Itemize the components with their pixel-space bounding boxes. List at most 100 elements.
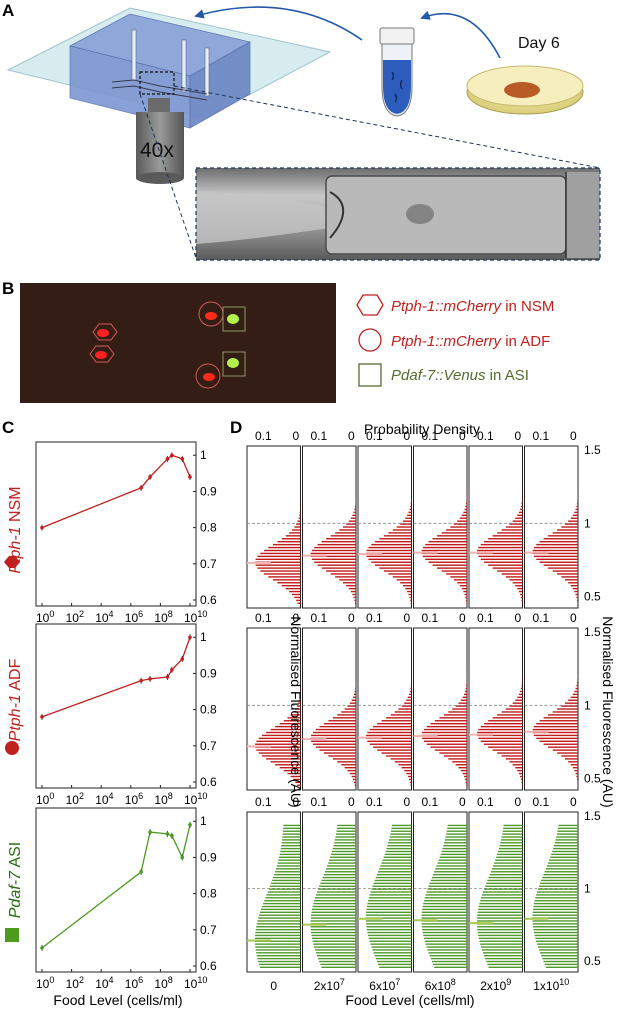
d-top-tick-label: 0 — [515, 795, 522, 809]
hist-bar — [352, 593, 356, 596]
hist-bar — [464, 690, 467, 693]
d-top-tick-label: 0.1 — [477, 429, 494, 443]
hist-bar — [259, 914, 301, 916]
hist-bar — [477, 926, 523, 928]
hist-bar — [317, 891, 356, 893]
hist-bar — [409, 596, 412, 599]
hist-bar — [536, 543, 578, 546]
hist-bar — [381, 862, 412, 864]
hist-bar — [371, 543, 412, 546]
hist-adf-3 — [413, 627, 468, 791]
hist-bar — [551, 853, 578, 856]
hist-asi-4 — [468, 811, 523, 973]
hist-bar — [283, 827, 301, 830]
hist-bar — [423, 937, 467, 940]
hist-bar — [543, 717, 578, 719]
hist-bar — [540, 882, 578, 885]
hist-bar — [354, 508, 356, 511]
hist-bar — [255, 558, 301, 560]
hist-bar — [570, 517, 578, 519]
hist-bar — [533, 928, 578, 931]
hist-bar — [262, 734, 301, 737]
hist-bar — [485, 957, 523, 960]
hist-bar — [433, 873, 467, 876]
hist-bar — [465, 502, 467, 505]
y-tick-label: 0.9 — [200, 666, 217, 680]
hist-bar — [337, 761, 356, 763]
hist-bar — [368, 900, 412, 902]
hist-bar — [445, 836, 467, 838]
hist-bar — [375, 957, 412, 960]
hist-bar — [533, 908, 578, 911]
hist-bar — [380, 865, 412, 867]
hist-bar — [441, 850, 467, 853]
hist-bar — [267, 891, 301, 893]
hist-bar — [461, 514, 467, 516]
hist-bar — [532, 914, 578, 916]
asi-marker — [222, 306, 246, 332]
d-y-tick-label: 1 — [584, 881, 591, 895]
hist-bar — [450, 526, 467, 528]
hist-bar — [430, 957, 467, 960]
hist-bar — [557, 752, 578, 754]
hist-bar — [255, 564, 301, 566]
legend-asi: Pdaf-7::Venus in ASI — [391, 367, 529, 384]
hist-bar — [561, 755, 578, 757]
hist-asi-2 — [357, 811, 412, 973]
hist-bar — [465, 599, 467, 602]
hist-bar — [479, 902, 523, 905]
hist-bar — [574, 590, 578, 593]
hist-bar — [515, 517, 523, 519]
hist-bar — [335, 576, 356, 578]
hist-bar — [373, 952, 412, 954]
hist-bar — [326, 868, 356, 870]
hist-bar — [532, 923, 578, 925]
hist-bar — [441, 532, 467, 534]
hist-bar — [539, 740, 578, 742]
d-y-tick-label: 1 — [584, 698, 591, 712]
hist-bar — [410, 599, 412, 602]
hist-bar — [539, 720, 578, 722]
d-top-tick-label: 0 — [459, 429, 466, 443]
hist-bar — [440, 853, 467, 856]
hist-bar — [260, 570, 301, 572]
hist-bar — [407, 775, 412, 778]
hist-bar — [429, 955, 467, 957]
hist-bar — [478, 905, 523, 908]
data-point — [188, 475, 192, 479]
hist-bar — [521, 684, 523, 687]
hist-bar — [255, 949, 301, 951]
hist-bar — [348, 587, 356, 590]
hist-bar — [410, 499, 412, 502]
hist-nsm-0 — [246, 445, 301, 609]
hist-bar — [421, 917, 467, 919]
hist-bar — [448, 711, 467, 713]
hist-bar — [490, 871, 523, 873]
d-top-tick-label: 0.1 — [533, 611, 550, 625]
hist-bar — [341, 711, 356, 713]
hist-bar — [466, 681, 467, 684]
hist-bar — [492, 567, 523, 569]
d-top-tick-label: 0.1 — [477, 611, 494, 625]
data-point — [180, 855, 185, 860]
d-top-tick-label: 0 — [293, 429, 300, 443]
hist-bar — [423, 740, 467, 742]
hist-bar — [492, 717, 523, 719]
hist-bar — [315, 894, 356, 896]
x-tick-label: 100 — [36, 609, 54, 625]
hist-bar — [564, 523, 578, 525]
hist-bar — [371, 561, 412, 563]
x-tick-label: 102 — [66, 975, 84, 991]
hist-bar — [552, 532, 578, 534]
hist-bar — [480, 900, 523, 902]
petri-dish — [466, 65, 584, 115]
hist-bar — [410, 687, 412, 690]
hist-bar — [489, 873, 523, 876]
hist-bar — [533, 931, 578, 934]
hist-bar — [283, 824, 301, 827]
hist-bar — [576, 684, 578, 687]
hist-bar — [555, 839, 578, 841]
hist-bar — [374, 955, 412, 957]
hist-bar — [400, 582, 412, 584]
hist-bar — [409, 693, 412, 696]
